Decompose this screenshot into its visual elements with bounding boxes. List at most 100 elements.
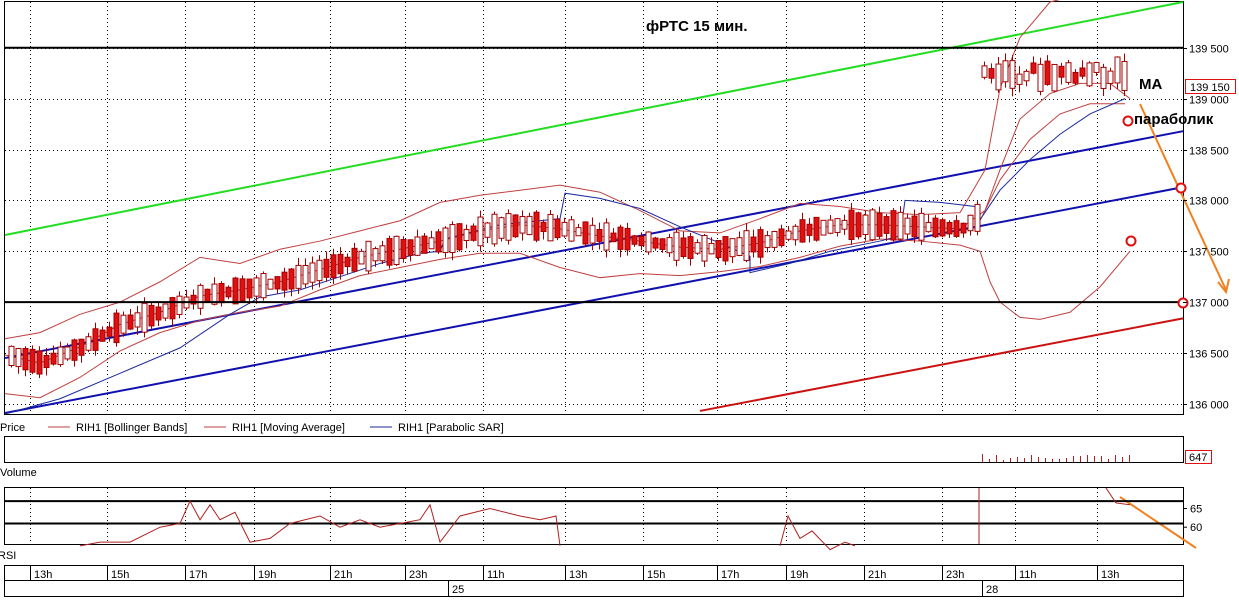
candle-body: [8, 345, 15, 366]
candle: [561, 217, 568, 238]
rsi-line-segment: [1105, 487, 1131, 506]
candle-body: [470, 225, 477, 241]
forecast-target-marker: [1175, 182, 1187, 194]
candle: [330, 248, 337, 284]
candle: [1107, 67, 1114, 90]
candle-body: [456, 223, 463, 251]
candle: [876, 206, 883, 240]
candle: [36, 346, 43, 378]
candle-body: [1016, 73, 1023, 85]
candle: [624, 222, 631, 256]
candle-body: [967, 214, 974, 232]
candle: [575, 223, 582, 237]
candle: [1030, 56, 1037, 75]
annotation-parabolic: параболик: [1134, 111, 1214, 128]
candle-body: [911, 215, 918, 238]
candle: [953, 215, 960, 238]
candle: [43, 347, 50, 376]
candle-body: [442, 227, 449, 254]
candle: [750, 229, 757, 258]
candle: [232, 276, 239, 305]
candle: [22, 346, 29, 377]
candle: [869, 208, 876, 242]
candle: [99, 326, 106, 342]
candle-body: [50, 352, 57, 365]
panel-frames: [4, 1, 1184, 597]
candle: [932, 215, 939, 239]
candle: [162, 303, 169, 322]
forecast-arrow-line: [1139, 103, 1227, 291]
candle-body: [141, 302, 148, 333]
candle-body: [407, 239, 414, 256]
candle-body: [540, 221, 547, 233]
candle: [610, 228, 617, 243]
candle: [673, 229, 680, 267]
candle-body: [288, 268, 295, 290]
candle-body: [624, 227, 631, 251]
candle: [1114, 56, 1121, 89]
candle: [687, 232, 694, 266]
time-tick-label: 13h: [34, 569, 52, 581]
blue-channel-lower: [4, 186, 1184, 414]
candle: [211, 277, 218, 306]
candle-body: [638, 235, 645, 247]
volume-panel-frame: [4, 436, 1184, 463]
candle: [337, 247, 344, 280]
candle-body: [883, 216, 890, 234]
candle-body: [533, 211, 540, 241]
candle: [267, 278, 274, 290]
candle: [435, 228, 442, 254]
candle: [988, 63, 995, 84]
candle-body: [162, 303, 169, 319]
candle: [533, 210, 540, 243]
candle: [309, 256, 316, 290]
candle: [190, 289, 197, 310]
candle: [890, 208, 897, 243]
candle-body: [568, 219, 575, 242]
forecast-target-marker: [1125, 235, 1137, 247]
candle: [15, 347, 22, 374]
price-panel-frame: [4, 1, 1184, 415]
candle: [484, 221, 491, 244]
rsi-label: RSI: [0, 550, 16, 562]
candle-body: [365, 240, 372, 272]
candle: [1079, 60, 1086, 80]
time-tick-label: 17h: [189, 569, 207, 581]
date-tick-label: 25: [452, 584, 464, 596]
candle-body: [449, 224, 456, 254]
annotation-ma: MA: [1139, 76, 1162, 93]
candle: [1037, 57, 1044, 96]
candle: [946, 220, 953, 238]
candle-body: [260, 273, 267, 299]
candle: [1072, 69, 1079, 86]
rsi-panel-frame: [4, 487, 1184, 545]
candle-body: [743, 230, 750, 261]
candle-body: [673, 231, 680, 261]
candle-body: [603, 222, 610, 251]
candle-body: [1037, 63, 1044, 92]
candle: [645, 231, 652, 255]
volume-label: Volume: [0, 467, 37, 479]
candle: [386, 235, 393, 269]
volume-value-tag: 647: [1185, 450, 1212, 464]
candle: [141, 297, 148, 338]
candle: [155, 301, 162, 326]
candle: [834, 217, 841, 237]
candle: [442, 226, 449, 258]
candle-body: [778, 228, 785, 247]
time-tick-label: 13h: [569, 569, 587, 581]
price-tick-label: 136 000: [1189, 400, 1229, 412]
candle: [463, 224, 470, 249]
time-tick-label: 23h: [946, 569, 964, 581]
candle: [64, 343, 71, 361]
candle: [491, 211, 498, 247]
candle-body: [498, 217, 505, 239]
candle: [1093, 61, 1100, 76]
candle: [316, 255, 323, 288]
candle-body: [309, 262, 316, 283]
candle-body: [372, 248, 379, 262]
candle: [855, 211, 862, 240]
candle: [393, 235, 400, 266]
candle-body: [281, 271, 288, 291]
price-tick-label: 138 500: [1189, 146, 1229, 158]
